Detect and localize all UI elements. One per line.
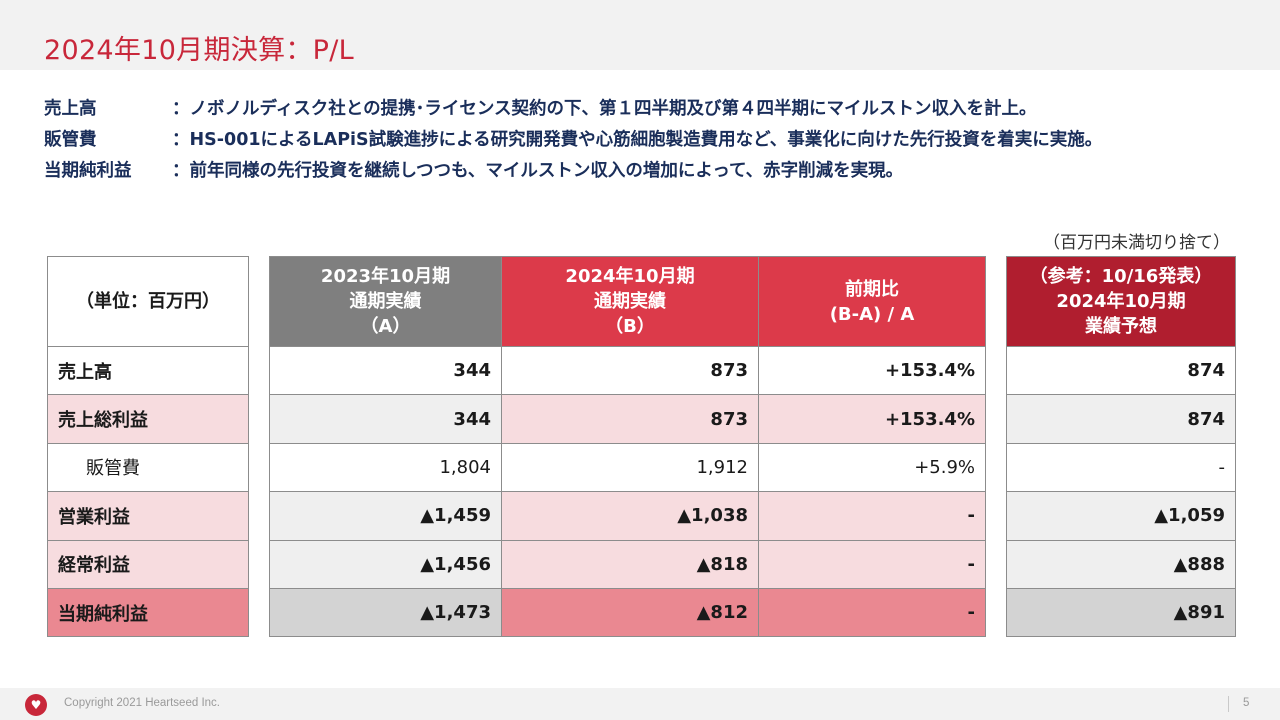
value-a: ▲1,459 bbox=[269, 491, 502, 541]
pl-table: （単位：百万円） 2023年10月期 通期実績 （A） 2024年10月期 通期実績（… bbox=[47, 256, 1236, 638]
page-divider bbox=[1228, 696, 1229, 712]
table-row: 売上総利益 344 873 +153.4% 874 bbox=[47, 394, 1236, 444]
value-diff: - bbox=[758, 539, 986, 589]
value-a: 1,804 bbox=[269, 442, 502, 493]
summary-row: 販管費 ：HS-001によるLAPiS試験進捗による研究開発費や心筋細胞製造費用… bbox=[44, 123, 1244, 154]
value-ref: ▲1,059 bbox=[1006, 491, 1236, 541]
table-row: 販管費 1,804 1,912 +5.9% - bbox=[47, 442, 1236, 493]
table-row: 当期純利益 ▲1,473 ▲812 - ▲891 bbox=[47, 587, 1236, 638]
summary-term: 当期純利益 bbox=[44, 161, 132, 181]
row-label: 販管費 bbox=[47, 442, 249, 493]
page-title: 2024年10月期決算：P/L bbox=[44, 35, 354, 66]
value-b: ▲1,038 bbox=[501, 491, 759, 541]
summary-text: ：ノボノルディスク社との提携･ライセンス契約の下、第１四半期及び第４四半期にマイ… bbox=[172, 99, 1037, 119]
header-diff: 前期比 (B-A) / A bbox=[758, 256, 986, 347]
rounding-note: （百万円未満切り捨て） bbox=[1043, 233, 1230, 253]
slide-footer: ♥ Copyright 2021 Heartseed Inc. 5 bbox=[0, 688, 1280, 720]
header-2024: 2024年10月期 通期実績 （B） bbox=[501, 256, 759, 347]
row-label: 売上総利益 bbox=[47, 394, 249, 444]
value-b: ▲812 bbox=[501, 587, 759, 638]
heart-icon: ♥ bbox=[25, 694, 47, 716]
page-number: 5 bbox=[1243, 697, 1250, 709]
value-a: ▲1,473 bbox=[269, 587, 502, 638]
summary-row: 当期純利益 ：前年同様の先行投資を継続しつつも、マイルストン収入の増加によって、… bbox=[44, 154, 1244, 185]
table-row: 売上高 344 873 +153.4% 874 bbox=[47, 345, 1236, 396]
value-a: ▲1,456 bbox=[269, 539, 502, 589]
value-diff: +153.4% bbox=[758, 394, 986, 444]
summary-text: ：HS-001によるLAPiS試験進捗による研究開発費や心筋細胞製造費用など、事… bbox=[172, 130, 1103, 150]
table-header-row: （単位：百万円） 2023年10月期 通期実績 （A） 2024年10月期 通期実績（… bbox=[47, 256, 1236, 347]
value-ref: - bbox=[1006, 442, 1236, 493]
summary-term: 売上高 bbox=[44, 99, 97, 119]
value-diff: +5.9% bbox=[758, 442, 986, 493]
value-diff: - bbox=[758, 587, 986, 638]
row-label: 当期純利益 bbox=[47, 587, 249, 638]
row-label: 経常利益 bbox=[47, 539, 249, 589]
value-b: ▲818 bbox=[501, 539, 759, 589]
value-ref: ▲891 bbox=[1006, 587, 1236, 638]
unit-header: （単位：百万円） bbox=[47, 256, 249, 347]
summary-row: 売上高 ：ノボノルディスク社との提携･ライセンス契約の下、第１四半期及び第４四半… bbox=[44, 92, 1244, 123]
value-diff: - bbox=[758, 491, 986, 541]
value-a: 344 bbox=[269, 394, 502, 444]
summary-term: 販管費 bbox=[44, 130, 97, 150]
table-row: 経常利益 ▲1,456 ▲818 - ▲888 bbox=[47, 539, 1236, 589]
value-ref: ▲888 bbox=[1006, 539, 1236, 589]
table-row: 営業利益 ▲1,459 ▲1,038 - ▲1,059 bbox=[47, 491, 1236, 541]
header-2023: 2023年10月期 通期実績 （A） bbox=[269, 256, 502, 347]
value-b: 873 bbox=[501, 394, 759, 444]
copyright-text: Copyright 2021 Heartseed Inc. bbox=[64, 697, 220, 709]
header-reference: （参考：10/16発表） 2024年10月期 業績予想 bbox=[1006, 256, 1236, 347]
row-label: 売上高 bbox=[47, 345, 249, 396]
value-ref: 874 bbox=[1006, 394, 1236, 444]
value-ref: 874 bbox=[1006, 345, 1236, 396]
summary-block: 売上高 ：ノボノルディスク社との提携･ライセンス契約の下、第１四半期及び第４四半… bbox=[44, 92, 1244, 185]
value-b: 1,912 bbox=[501, 442, 759, 493]
summary-text: ：前年同様の先行投資を継続しつつも、マイルストン収入の増加によって、赤字削減を実… bbox=[172, 161, 904, 181]
row-label: 営業利益 bbox=[47, 491, 249, 541]
value-diff: +153.4% bbox=[758, 345, 986, 396]
value-b: 873 bbox=[501, 345, 759, 396]
slide-header: 2024年10月期決算：P/L bbox=[0, 0, 1280, 70]
value-a: 344 bbox=[269, 345, 502, 396]
